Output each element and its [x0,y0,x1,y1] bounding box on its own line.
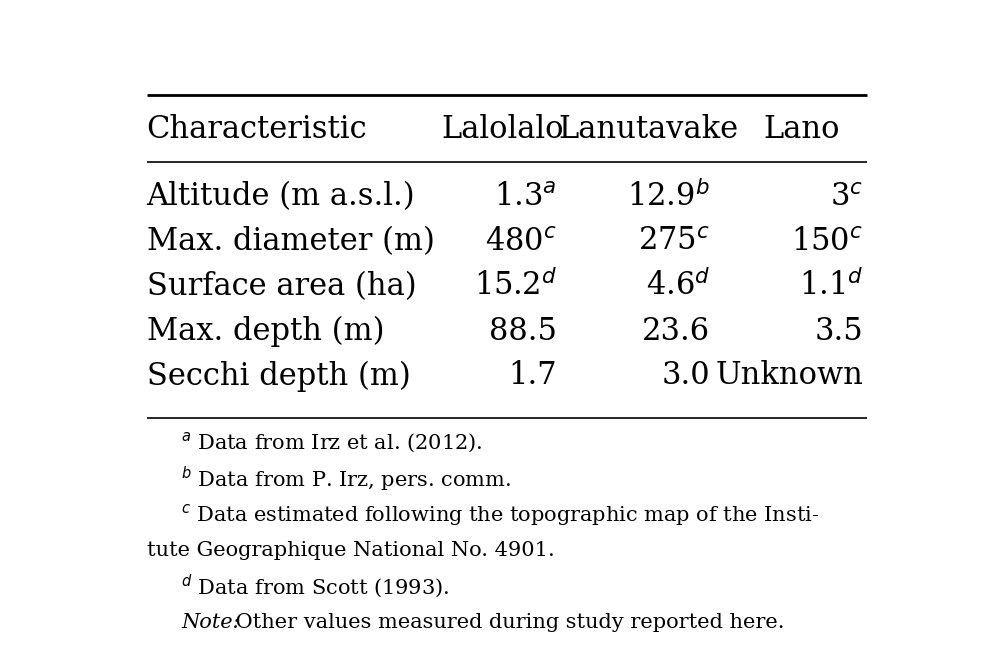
Text: 3.5: 3.5 [815,316,863,347]
Text: 23.6: 23.6 [642,316,710,347]
Text: 1.1$^{d}$: 1.1$^{d}$ [799,271,863,302]
Text: Altitude (m a.s.l.): Altitude (m a.s.l.) [146,182,415,213]
Text: 3.0: 3.0 [662,360,710,391]
Text: 15.2$^{d}$: 15.2$^{d}$ [474,271,557,302]
Text: Lano: Lano [764,114,841,145]
Text: $^{b}$ Data from P. Irz, pers. comm.: $^{b}$ Data from P. Irz, pers. comm. [181,464,511,494]
Text: Lanutavake: Lanutavake [559,114,739,145]
Text: Lalolalo: Lalolalo [442,114,565,145]
Text: 4.6$^{d}$: 4.6$^{d}$ [646,271,710,302]
Text: 12.9$^{b}$: 12.9$^{b}$ [627,181,710,213]
Text: $^{d}$ Data from Scott (1993).: $^{d}$ Data from Scott (1993). [181,572,449,600]
Text: 150$^{c}$: 150$^{c}$ [791,226,863,257]
Text: 480$^{c}$: 480$^{c}$ [485,226,557,257]
Text: Surface area (ha): Surface area (ha) [146,271,416,302]
Text: Secchi depth (m): Secchi depth (m) [146,360,410,391]
Text: Characteristic: Characteristic [146,114,367,145]
Text: Unknown: Unknown [715,360,863,391]
Text: $^{a}$ Data from Irz et al. (2012).: $^{a}$ Data from Irz et al. (2012). [181,431,483,455]
Text: 3$^{c}$: 3$^{c}$ [830,182,863,213]
Text: Other values measured during study reported here.: Other values measured during study repor… [229,612,785,632]
Text: Max. diameter (m): Max. diameter (m) [146,226,434,257]
Text: 88.5: 88.5 [489,316,557,347]
Text: Note:: Note: [181,612,239,632]
Text: tute Geographique National No. 4901.: tute Geographique National No. 4901. [146,541,555,560]
Text: 275$^{c}$: 275$^{c}$ [638,226,710,257]
Text: Max. depth (m): Max. depth (m) [146,316,384,347]
Text: $^{c}$ Data estimated following the topographic map of the Insti-: $^{c}$ Data estimated following the topo… [181,502,820,528]
Text: 1.7: 1.7 [508,360,557,391]
Text: 1.3$^{a}$: 1.3$^{a}$ [494,182,557,213]
